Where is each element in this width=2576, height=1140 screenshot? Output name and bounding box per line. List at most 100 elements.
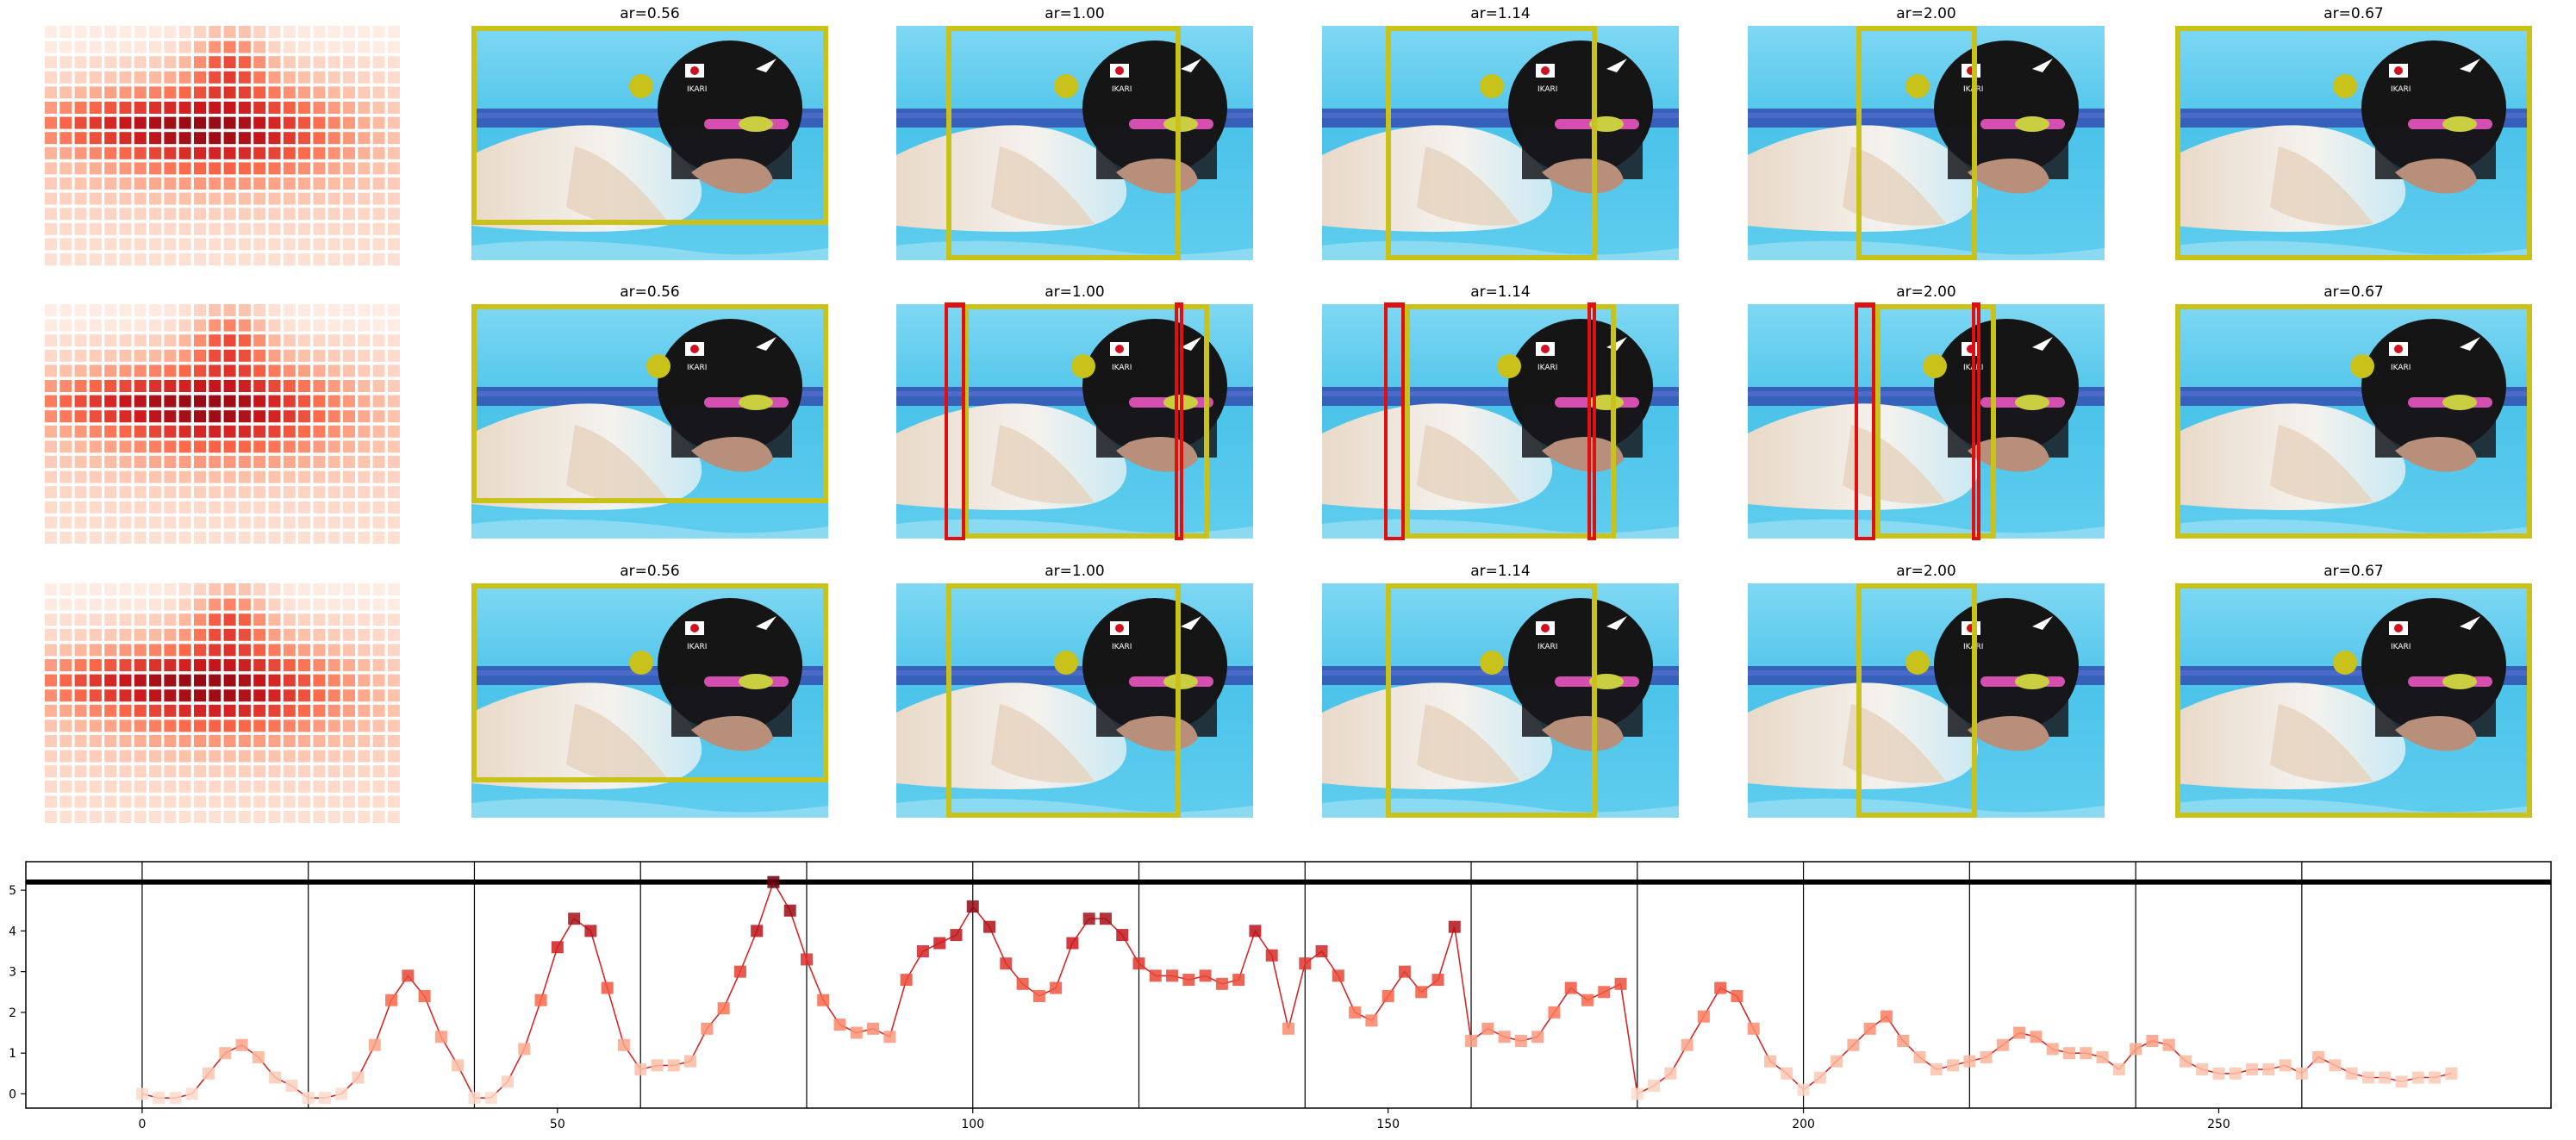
heatmap-cell	[313, 720, 326, 732]
data-point	[833, 1019, 846, 1031]
data-point	[684, 1055, 697, 1068]
heatmap-cell	[268, 222, 281, 235]
heatmap-cell	[89, 614, 102, 626]
heatmap-cell	[45, 380, 57, 392]
heatmap-cell	[104, 364, 117, 377]
heatmap-cell	[223, 395, 236, 408]
heatmap-cell	[343, 253, 355, 265]
heatmap-cell	[194, 456, 206, 468]
heatmap-cell	[134, 146, 147, 159]
heatmap-cell	[149, 470, 162, 483]
heatmap-cell	[45, 132, 57, 145]
heatmap-cell	[298, 689, 311, 702]
heatmap-cell	[268, 583, 281, 595]
heatmap-cell	[134, 319, 147, 332]
data-point	[916, 945, 929, 957]
heatmap-cell	[178, 811, 191, 823]
heatmap-cell	[387, 720, 400, 732]
heatmap-cell	[313, 811, 326, 823]
data-point	[1614, 977, 1627, 990]
heatmap-cell	[89, 811, 102, 823]
heatmap-cell	[358, 349, 371, 362]
heatmap-cell	[283, 614, 296, 626]
heatmap-cell	[119, 795, 132, 808]
data-point	[900, 974, 913, 987]
heatmap-cell	[74, 456, 87, 468]
y-tick-label: 1	[9, 1047, 16, 1061]
heatmap-cell	[164, 192, 177, 205]
heatmap-cell	[387, 486, 400, 499]
data-point	[1349, 1006, 1362, 1019]
panel-title: ar=2.00	[1896, 563, 1956, 580]
heatmap-cell	[209, 56, 221, 69]
heatmap-cell	[298, 532, 311, 544]
heatmap-cell	[104, 162, 117, 175]
data-point	[800, 953, 813, 966]
attention-heatmap	[45, 583, 400, 823]
heatmap-cell	[313, 614, 326, 626]
crop-box-selected	[471, 26, 828, 225]
heatmap-cell	[253, 598, 266, 611]
photo-content	[1322, 583, 1679, 818]
heatmap-cell	[178, 304, 191, 316]
heatmap-cell	[178, 364, 191, 377]
heatmap-cell	[149, 253, 162, 265]
heatmap-cell	[74, 192, 87, 205]
heatmap-cell	[209, 146, 221, 159]
swimmer-photo	[471, 583, 828, 818]
heatmap-cell	[74, 26, 87, 38]
heatmap-cell	[209, 795, 221, 808]
heatmap-cell	[238, 440, 251, 453]
heatmap-cell	[164, 86, 177, 99]
heatmap-cell	[343, 516, 355, 529]
heatmap-cell	[387, 689, 400, 702]
heatmap-cell	[149, 380, 162, 392]
heatmap-cell	[238, 456, 251, 468]
heatmap-cell	[372, 659, 385, 671]
heatmap-cell	[89, 516, 102, 529]
heatmap-cell	[223, 614, 236, 626]
heatmap-cell	[194, 222, 206, 235]
data-point	[185, 1087, 198, 1100]
heatmap-cell	[209, 334, 221, 347]
swimmer-photo	[1748, 26, 2105, 260]
heatmap-cell	[387, 765, 400, 778]
heatmap-cell	[238, 26, 251, 38]
heatmap-cell	[313, 222, 326, 235]
heatmap-cell	[223, 86, 236, 99]
heatmap-cell	[119, 440, 132, 453]
heatmap-cell	[238, 614, 251, 626]
heatmap-cell	[238, 795, 251, 808]
heatmap-cell	[358, 598, 371, 611]
heatmap-cell	[45, 750, 57, 763]
heatmap-cell	[89, 146, 102, 159]
heatmap-cell	[372, 765, 385, 778]
x-tick-label: 150	[1376, 1118, 1400, 1131]
heatmap-cell	[119, 598, 132, 611]
heatmap-cell	[194, 795, 206, 808]
heatmap-cell	[104, 659, 117, 671]
heatmap-cell	[313, 795, 326, 808]
heatmap-cell	[268, 238, 281, 251]
heatmap-cell	[343, 86, 355, 99]
heatmap-cell	[45, 222, 57, 235]
heatmap-cell	[238, 811, 251, 823]
heatmap-cell	[343, 26, 355, 38]
data-point	[1398, 965, 1411, 978]
heatmap-cell	[178, 795, 191, 808]
heatmap-cell	[45, 598, 57, 611]
heatmap-cell	[59, 26, 72, 38]
panel-title: ar=0.67	[2323, 5, 2384, 22]
heatmap-cell	[223, 319, 236, 332]
x-tick-label: 100	[961, 1118, 984, 1131]
heatmap-cell	[59, 470, 72, 483]
heatmap-cell	[238, 253, 251, 265]
heatmap-cell	[134, 56, 147, 69]
heatmap-cell	[313, 380, 326, 392]
heatmap-cell	[343, 659, 355, 671]
heatmap-cell	[209, 71, 221, 84]
heatmap-cell	[134, 689, 147, 702]
heatmap-cell	[194, 162, 206, 175]
heatmap-cell	[164, 704, 177, 717]
heatmap-cell	[178, 516, 191, 529]
